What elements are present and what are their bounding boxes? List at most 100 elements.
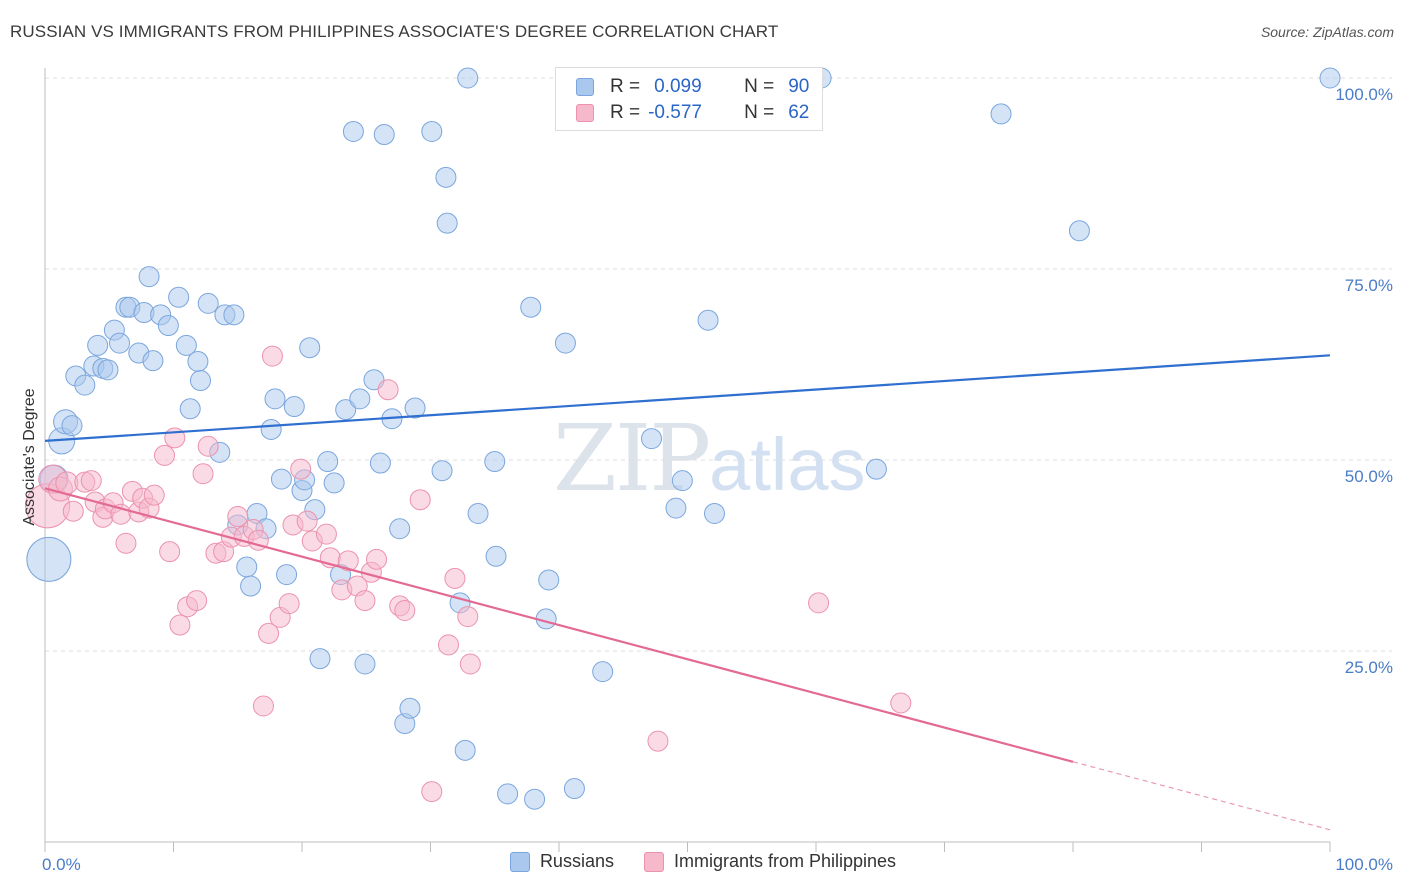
russians-point bbox=[236, 556, 258, 578]
watermark: ZIPatlas bbox=[553, 405, 865, 512]
legend-swatch-russians bbox=[576, 78, 594, 96]
x-tick-label: 0.0% bbox=[42, 855, 81, 874]
philippines-point bbox=[377, 379, 399, 401]
legend-label-russians: Russians bbox=[539, 851, 614, 871]
russians-point bbox=[335, 399, 357, 421]
legend-row-russians: R = 0.099 N = 90 bbox=[576, 75, 809, 99]
philippines-point bbox=[261, 345, 283, 367]
russians-point bbox=[309, 648, 331, 670]
legend-swatch-russians bbox=[509, 851, 530, 872]
russians-point bbox=[240, 575, 262, 597]
russians-point bbox=[109, 332, 131, 354]
philippines-point bbox=[459, 653, 481, 675]
y-axis-label: Associate's Degree bbox=[21, 388, 38, 525]
russians-point bbox=[223, 304, 245, 326]
russians-point bbox=[270, 468, 292, 490]
philippines-trend-line bbox=[44, 487, 1074, 763]
russians-point bbox=[563, 778, 585, 800]
russians-point bbox=[168, 286, 190, 308]
source-credit: Source: ZipAtlas.com bbox=[1260, 24, 1394, 40]
philippines-point bbox=[169, 614, 191, 636]
legend-item-russians[interactable]: Russians bbox=[509, 851, 614, 872]
russians-points bbox=[26, 67, 1341, 810]
russians-point bbox=[74, 374, 96, 396]
legend-r-value: 0.099 bbox=[654, 76, 702, 97]
philippines-point bbox=[394, 600, 416, 622]
philippines-point bbox=[366, 548, 388, 570]
watermark-zip: ZIP bbox=[553, 405, 711, 512]
russians-point bbox=[323, 472, 345, 494]
russians-point bbox=[264, 388, 286, 410]
russians-point bbox=[641, 428, 663, 450]
russians-point bbox=[435, 166, 457, 188]
russians-point bbox=[421, 120, 443, 142]
russians-point bbox=[1068, 220, 1090, 242]
philippines-point bbox=[80, 470, 102, 492]
philippines-point bbox=[115, 532, 137, 554]
stats-legend: R = 0.099 N = 90 R = -0.577 N = 62 bbox=[555, 67, 823, 131]
legend-r-label: R = bbox=[610, 102, 641, 123]
russians-point bbox=[497, 783, 519, 805]
russians-point bbox=[990, 103, 1012, 125]
russians-point bbox=[260, 418, 282, 440]
russians-point bbox=[138, 266, 160, 288]
russians-point bbox=[349, 388, 371, 410]
philippines-point bbox=[890, 692, 912, 714]
philippines-point bbox=[154, 444, 176, 466]
russians-point bbox=[671, 470, 693, 492]
legend-n-value: 62 bbox=[788, 102, 810, 123]
legend-n-label: N = bbox=[744, 102, 775, 123]
legend-item-philippines[interactable]: Immigrants from Philippines bbox=[643, 851, 896, 872]
russians-point bbox=[26, 536, 72, 582]
philippines-point bbox=[457, 606, 479, 628]
tick-labels: 25.0% 50.0% 75.0% 100.0% 0.0% 100.0% bbox=[42, 85, 1393, 874]
axes bbox=[44, 68, 1331, 852]
philippines-point bbox=[159, 541, 181, 563]
russians-point bbox=[467, 502, 489, 524]
russians-point bbox=[865, 458, 887, 480]
x-tick-label: 100.0% bbox=[1335, 855, 1393, 874]
legend-row-philippines: R = -0.577 N = 62 bbox=[576, 101, 809, 125]
russians-point bbox=[389, 518, 411, 540]
russians-point bbox=[703, 502, 725, 524]
philippines-point bbox=[808, 592, 830, 614]
philippines-point bbox=[421, 781, 443, 803]
series-legend: Russians Immigrants from Philippines bbox=[0, 851, 1406, 872]
philippines-point bbox=[258, 622, 280, 644]
legend-r-label: R = bbox=[610, 76, 641, 97]
russians-point bbox=[187, 350, 209, 372]
philippines-point bbox=[437, 634, 459, 656]
russians-point bbox=[157, 315, 179, 337]
philippines-trend-extension bbox=[1072, 761, 1331, 831]
philippines-point bbox=[444, 567, 466, 589]
russians-point bbox=[404, 397, 426, 419]
russians-point bbox=[283, 396, 305, 418]
russians-point bbox=[179, 398, 201, 420]
legend-swatch-philippines bbox=[643, 851, 664, 872]
philippines-point bbox=[62, 500, 84, 522]
chart-title: RUSSIAN VS IMMIGRANTS FROM PHILIPPINES A… bbox=[10, 22, 779, 41]
philippines-points bbox=[25, 345, 912, 803]
russians-point bbox=[431, 460, 453, 482]
legend-n-value: 90 bbox=[788, 76, 810, 97]
philippines-point bbox=[337, 550, 359, 572]
russians-point bbox=[485, 545, 507, 567]
russians-point bbox=[538, 569, 560, 591]
russians-point bbox=[354, 653, 376, 675]
russians-point bbox=[142, 350, 164, 372]
legend-r-value: -0.577 bbox=[648, 102, 702, 123]
russians-point bbox=[554, 332, 576, 354]
russians-point bbox=[1319, 67, 1341, 89]
russians-point bbox=[484, 451, 506, 473]
russians-point bbox=[399, 697, 421, 719]
russians-trend-line bbox=[44, 354, 1331, 442]
philippines-point bbox=[278, 593, 300, 615]
russians-point bbox=[175, 334, 197, 356]
russians-point bbox=[299, 337, 321, 359]
philippines-point bbox=[647, 730, 669, 752]
philippines-point bbox=[252, 695, 274, 717]
trend-lines bbox=[44, 354, 1331, 831]
russians-point bbox=[665, 497, 687, 519]
y-tick-label: 25.0% bbox=[1345, 658, 1393, 677]
y-tick-label: 75.0% bbox=[1345, 276, 1393, 295]
